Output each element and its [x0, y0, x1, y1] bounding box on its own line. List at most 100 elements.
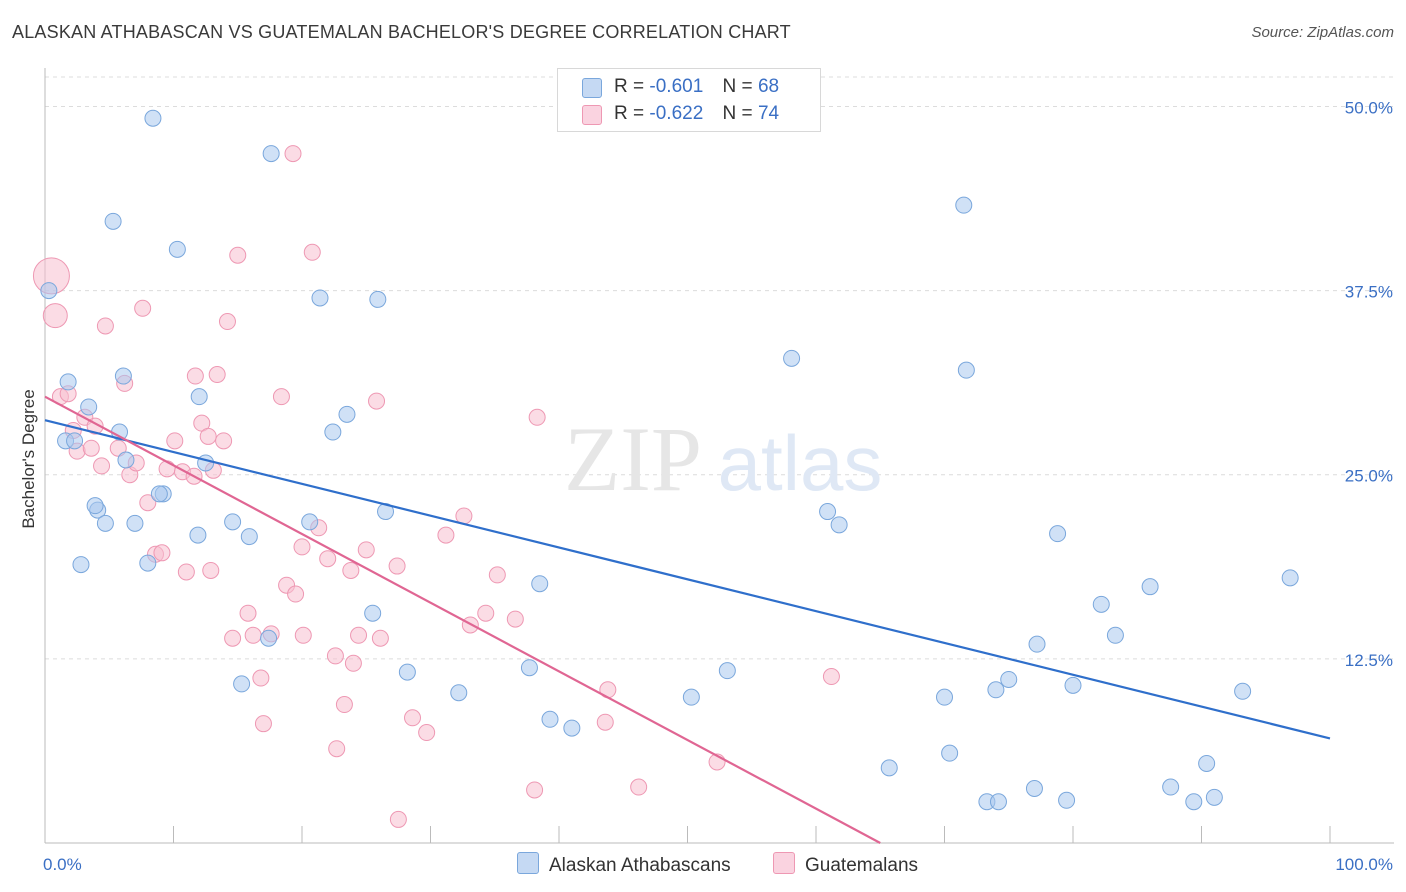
legend-row-athabascan: R = -0.601 N = 68 [582, 76, 779, 98]
athabascan-point [819, 503, 837, 521]
guatemalan-point [218, 313, 236, 331]
athabascan-point [1092, 595, 1110, 613]
legend-n-label: N = [722, 103, 753, 124]
guatemalan-point [93, 457, 111, 475]
athabascan-point [830, 516, 848, 534]
guatemalan-point [326, 647, 344, 665]
athabascan-point [301, 513, 319, 531]
athabascan-point [531, 575, 549, 593]
guatemalan-point [319, 550, 337, 568]
guatemalan-point [239, 604, 257, 622]
legend-row-guatemalan: R = -0.622 N = 74 [582, 103, 779, 125]
guatemalan-point [344, 654, 362, 672]
stats-legend: R = -0.601 N = 68 R = -0.622 N = 74 [557, 68, 821, 132]
athabascan-point [1028, 635, 1046, 653]
athabascan-point [233, 675, 251, 693]
athabascan-point [311, 289, 329, 307]
guatemalan-point [199, 427, 217, 445]
athabascan-point [324, 423, 342, 441]
guatemalan-point [418, 724, 436, 742]
guatemalan-point [166, 432, 184, 450]
guatemalan-point [153, 544, 171, 562]
guatemalan-point [229, 246, 247, 264]
athabascan-point [59, 373, 77, 391]
athabascan-point [72, 556, 90, 574]
guatemalan-point [293, 538, 311, 556]
athabascan-point [1058, 791, 1076, 809]
athabascan-point [240, 528, 258, 546]
trend-lines [44, 395, 1331, 844]
chart-title: ALASKAN ATHABASCAN VS GUATEMALAN BACHELO… [12, 22, 791, 42]
athabascan-point [117, 451, 135, 469]
guatemalan-point [134, 299, 152, 317]
athabascan-point [139, 554, 157, 572]
legend-label-guatemalans: Guatemalans [805, 855, 919, 876]
guatemalan-point [254, 715, 272, 733]
athabascan-point [1025, 779, 1043, 797]
athabascan-point [1281, 569, 1299, 587]
guatemalan-point [335, 696, 353, 714]
athabascan-point [1198, 754, 1216, 772]
athabascan-point [957, 361, 975, 379]
guatemalan-point [215, 432, 233, 450]
y-axis-label: Bachelor's Degree [19, 389, 38, 528]
athabascan-point [987, 681, 1005, 699]
athabascan-point [369, 290, 387, 308]
athabascan-point [189, 526, 207, 544]
legend-item-guatemalans: Guatemalans [773, 852, 918, 877]
guatemalan-point [596, 713, 614, 731]
legend-item-athabascans: Alaskan Athabascans [517, 852, 731, 877]
athabascan-point [1049, 525, 1067, 543]
x-tick-label: 0.0% [43, 855, 82, 874]
watermark-zip: ZIP [564, 408, 702, 510]
guatemalan-point [224, 629, 242, 647]
guatemalan-point [208, 366, 226, 384]
athabascan-point [224, 513, 242, 531]
legend-swatch-blue [582, 78, 602, 98]
guatemalan-point [202, 561, 220, 579]
athabascan-point [150, 485, 168, 503]
athabascan-point [563, 719, 581, 737]
athabascan-point [1162, 778, 1180, 796]
guatemalan-point [244, 626, 262, 644]
athabascan-point [260, 629, 278, 647]
athabascan-point [450, 684, 468, 702]
athabascan-point [126, 514, 144, 532]
athabascan-point [880, 759, 898, 777]
guatemalan-point [630, 778, 648, 796]
athabascan-point [1064, 676, 1082, 694]
axes [44, 68, 1394, 844]
guatemalan-point [284, 145, 302, 163]
athabascan-point [40, 282, 58, 300]
guatemalans-points [32, 145, 840, 828]
y-tick-label: 12.5% [1345, 651, 1393, 670]
legend-swatch-blue [517, 852, 539, 874]
guatemalan-point [294, 626, 312, 644]
legend-swatch-pink [582, 105, 602, 125]
legend-r-value: -0.622 [649, 103, 704, 124]
athabascan-point [262, 145, 280, 163]
athabascan-point [1185, 793, 1203, 811]
athabascan-point [86, 497, 104, 515]
guatemalan-point [272, 388, 290, 406]
athabascan-point [1000, 670, 1018, 688]
guatemalan-point [437, 526, 455, 544]
guatemalan-point [477, 604, 495, 622]
legend-swatch-pink [773, 852, 795, 874]
guatemalan-point [328, 740, 346, 758]
guatemalan-point [822, 668, 840, 686]
athabascan-point [520, 659, 538, 677]
athabascan-point [398, 663, 416, 681]
guatemalan-point [357, 541, 375, 559]
guatemalan-point [303, 243, 321, 261]
guatemalan-point [371, 629, 389, 647]
guatemalan-point [389, 810, 407, 828]
athabascan-point [66, 432, 84, 450]
guatemalan-point [528, 408, 546, 426]
legend-n-label: N = [722, 76, 753, 97]
guatemalan-trend-line [44, 395, 881, 844]
guatemalan-point [42, 303, 68, 329]
athabascan-point [144, 109, 162, 127]
legend-label-athabascans: Alaskan Athabascans [549, 855, 731, 876]
